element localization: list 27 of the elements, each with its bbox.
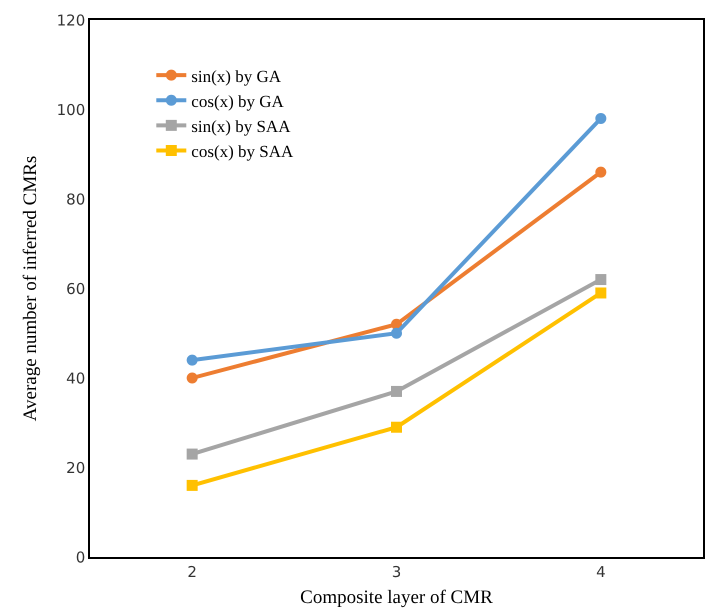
point <box>391 422 402 433</box>
point <box>595 112 606 124</box>
point <box>186 372 198 384</box>
y-tick-label: 120 <box>56 11 86 30</box>
y-tick-label: 20 <box>66 458 86 477</box>
x-tick-label: 2 <box>187 562 197 581</box>
legend-label: sin(x) by GA <box>191 66 282 86</box>
point <box>186 480 198 491</box>
x-axis-title: Composite layer of CMR <box>300 587 494 608</box>
legend-label: cos(x) by SAA <box>191 142 294 162</box>
y-axis-title: Average number of inferred CMRs <box>20 156 41 422</box>
y-tick-label: 0 <box>76 548 86 566</box>
y-tick-label: 100 <box>56 100 86 119</box>
point <box>595 166 606 178</box>
point <box>186 354 198 366</box>
point <box>391 328 402 339</box>
y-tick-label: 80 <box>66 190 86 208</box>
x-tick-label: 3 <box>392 562 402 581</box>
y-tick-label: 60 <box>66 280 86 298</box>
point <box>391 386 402 397</box>
point <box>186 448 198 460</box>
point <box>595 287 606 298</box>
x-tick-label: 4 <box>596 562 606 581</box>
legend-label: sin(x) by SAA <box>191 116 292 136</box>
y-tick-label: 40 <box>66 369 86 388</box>
legend-label: cos(x) by GA <box>191 92 285 111</box>
point <box>595 274 606 286</box>
